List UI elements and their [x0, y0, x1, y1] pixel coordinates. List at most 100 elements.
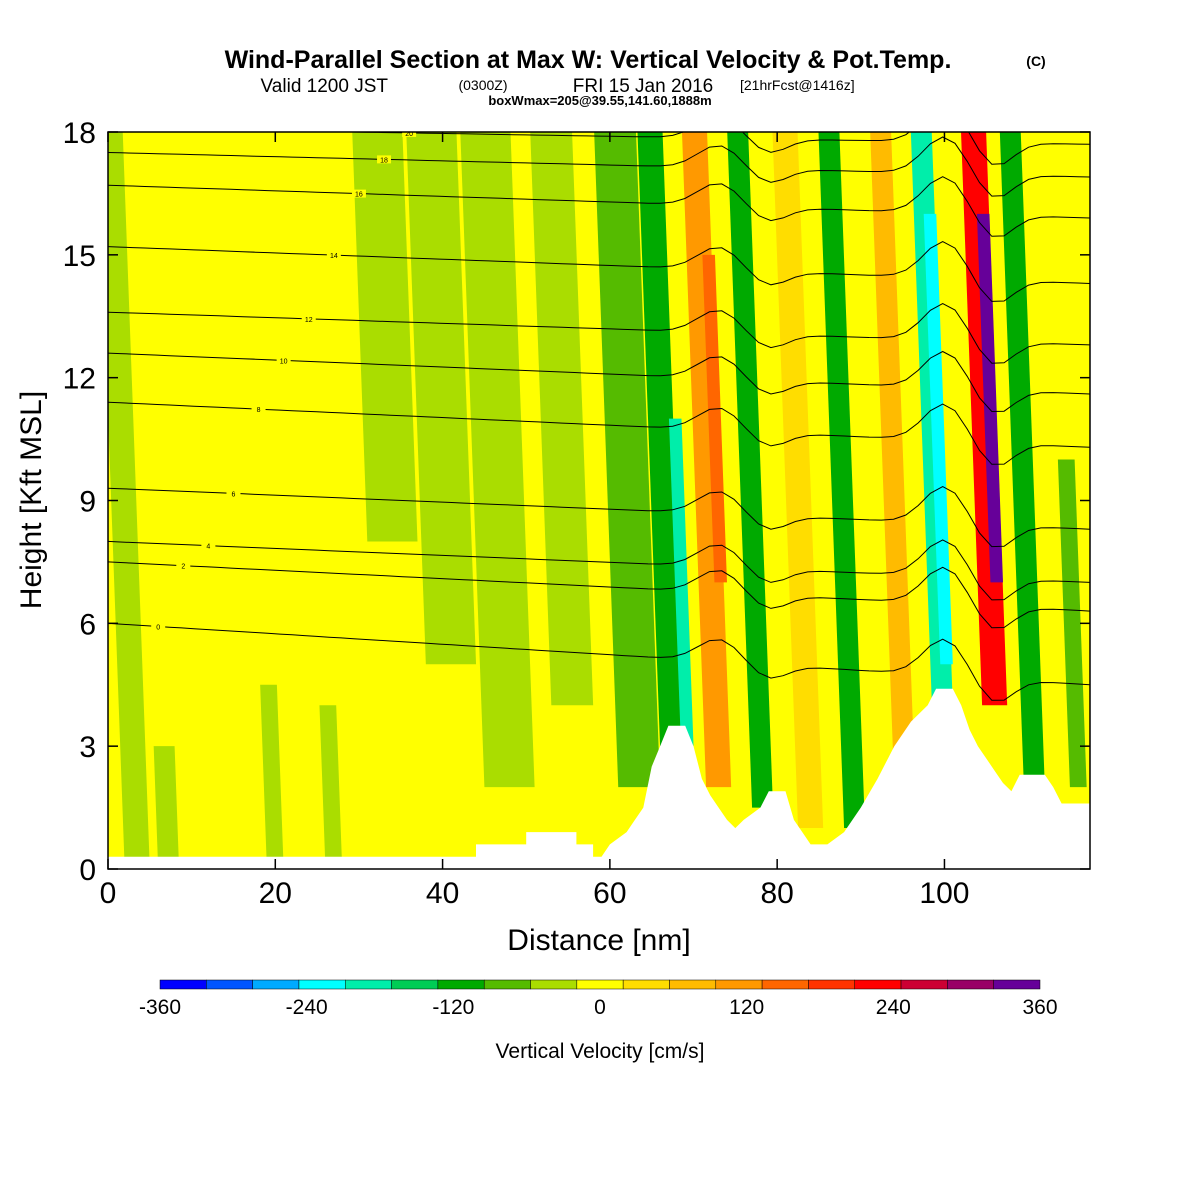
velocity-band-19 [923, 213, 953, 665]
contour-label: 18 [380, 157, 388, 164]
contour-label: 8 [257, 407, 261, 414]
contour-label-bg [151, 622, 166, 631]
y-tick-label: 3 [79, 731, 96, 764]
colorbar-tick-label: -120 [432, 996, 474, 1019]
theta-contour-line [108, 176, 1090, 237]
contour-label: 6 [232, 491, 236, 498]
colorbar-segment [669, 979, 717, 990]
theta-contour-line [322, 132, 1090, 165]
colorbar-segment [437, 979, 485, 990]
contour-label: 4 [206, 544, 210, 551]
theta-contour-line [108, 486, 1090, 548]
x-tick-label: 0 [100, 877, 117, 910]
velocity-band-6 [406, 132, 477, 665]
x-tick-label: 40 [426, 877, 459, 910]
velocity-band-5 [352, 132, 418, 542]
contour-label-bg [301, 314, 316, 323]
velocity-band-4 [319, 705, 343, 869]
y-tick-label: 12 [63, 363, 96, 396]
plot-area: 0 2 4 6 8 10 12 14 16 18 20 [108, 131, 1090, 869]
contour-label-bg [276, 356, 291, 365]
colorbar-segment [206, 979, 253, 990]
contour-label-bg [351, 189, 366, 198]
colorbar-segment [576, 979, 624, 990]
velocity-band-1 [108, 132, 150, 869]
colorbar-tick-label: -240 [286, 996, 328, 1019]
contour-label-bg [326, 251, 341, 260]
contour-label-bg [251, 405, 266, 414]
colorbar-segment [530, 979, 578, 990]
colorbar-segment [391, 979, 439, 990]
velocity-band-13 [702, 254, 727, 583]
colorbar-segment [854, 979, 902, 990]
velocity-band-17 [870, 132, 916, 788]
colorbar-segment [808, 979, 855, 990]
chart-subtitle: Valid 1200 JST (0300Z) FRI 15 Jan 2016 [… [261, 76, 855, 97]
x-tick-label: 100 [919, 877, 969, 910]
colorbar-label: Vertical Velocity [cm/s] [496, 1040, 705, 1063]
colorbar: -360 -240 -120 0 120 240 360 [139, 979, 1058, 1019]
theta-contours: 0 2 4 6 8 10 12 14 16 18 20 [108, 131, 1090, 701]
colorbar-segment [159, 979, 207, 990]
x-tick-label: 20 [259, 877, 292, 910]
colorbar-segment [947, 979, 994, 990]
terrain [108, 688, 1090, 869]
colorbar-segment [900, 979, 948, 990]
theta-contour-line [108, 136, 1090, 197]
theta-contour-line [108, 350, 1090, 413]
velocity-band-21 [976, 213, 1004, 583]
colorbar-tick-label: 360 [1022, 996, 1057, 1019]
colorbar-segment [483, 979, 531, 990]
theta-contour-line [108, 539, 1090, 601]
velocity-band-11 [668, 418, 694, 747]
contour-label-bg [201, 541, 216, 550]
contour-label: 16 [355, 192, 363, 199]
velocity-band-23 [1057, 459, 1087, 788]
velocity-band-2 [153, 746, 180, 869]
velocity-band-10 [637, 132, 686, 747]
contour-label-bg [377, 155, 392, 164]
colorbar-segment [622, 979, 670, 990]
colorbar-segment [993, 979, 1041, 990]
colorbar-segment [298, 979, 346, 990]
velocity-band-14 [727, 132, 773, 808]
velocity-band-8 [530, 132, 594, 706]
theta-contour-line [108, 401, 1090, 465]
subtitle-utc-time: (0300Z) [458, 77, 507, 93]
contour-label: 2 [181, 564, 185, 571]
y-tick-label: 9 [79, 486, 96, 519]
axes: 0 20 40 60 80 100 0 3 6 9 12 15 18 [63, 117, 1091, 910]
velocity-band-7 [460, 132, 535, 788]
chart-subtitle-2: boxWmax=205@39.55,141.60,1888m [488, 93, 711, 108]
theta-contour-line [108, 241, 1090, 302]
contour-label-bg [402, 132, 417, 137]
contour-label-bg [176, 561, 191, 570]
contour-label: 10 [280, 358, 288, 365]
x-tick-label: 60 [593, 877, 626, 910]
x-tick-label: 80 [760, 877, 793, 910]
subtitle-forecast: [21hrFcst@1416z] [740, 77, 855, 93]
colorbar-segment [252, 979, 300, 990]
y-tick-label: 6 [79, 608, 96, 641]
colorbar-tick-label: -360 [139, 996, 181, 1019]
contour-label: 14 [330, 253, 338, 260]
velocity-band-16 [818, 132, 865, 829]
velocity-band-3 [260, 684, 284, 869]
chart-title: Wind-Parallel Section at Max W: Vertical… [225, 46, 952, 74]
contour-label: 20 [405, 131, 413, 138]
y-tick-label: 15 [63, 240, 96, 273]
y-axis-label: Height [Kft MSL] [15, 391, 48, 609]
x-axis-label: Distance [nm] [507, 924, 690, 957]
theta-contour-line [108, 622, 1090, 701]
y-tick-label: 0 [79, 854, 96, 887]
contour-label: 12 [305, 317, 313, 324]
colorbar-tick-label: 240 [876, 996, 911, 1019]
colorbar-tick-label: 0 [594, 996, 606, 1019]
subtitle-date: FRI 15 Jan 2016 [573, 76, 713, 97]
velocity-band-12 [681, 132, 732, 788]
theta-contour-line [108, 303, 1090, 364]
velocity-band-9 [594, 132, 661, 788]
colorbar-segment [345, 979, 392, 990]
colorbar-tick-label: 120 [729, 996, 764, 1019]
